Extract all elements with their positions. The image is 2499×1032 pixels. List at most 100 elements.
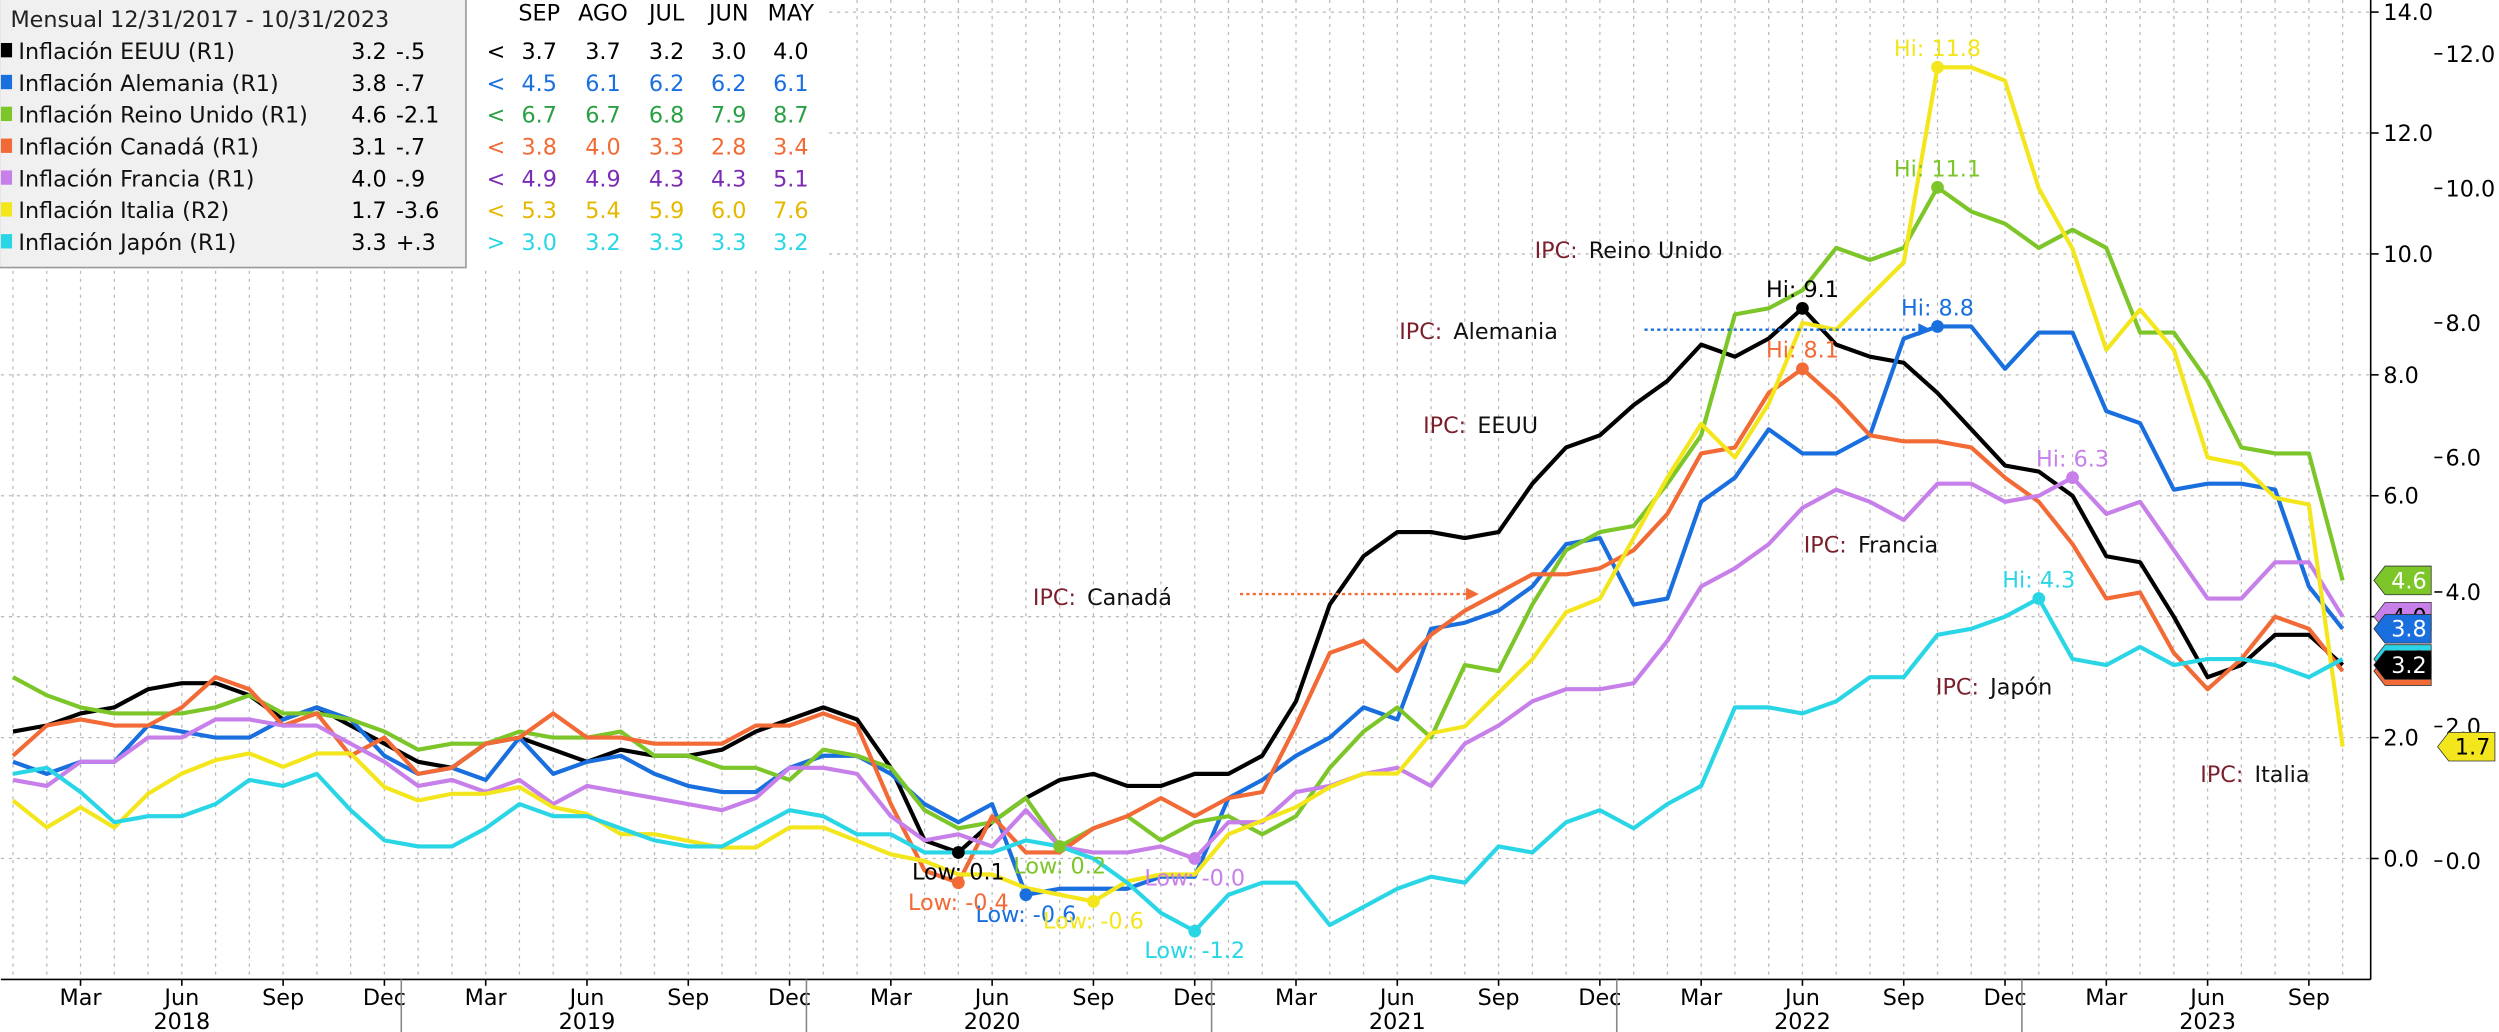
legend-swatch: [0, 106, 13, 122]
legend-recent: 3.3: [649, 230, 684, 256]
y2-tick-label: 8.0: [2446, 311, 2481, 337]
legend-recent: 3.4: [773, 134, 808, 160]
legend-name: Inflación Japón (R1): [18, 230, 236, 256]
legend-arrow: <: [487, 39, 506, 65]
legend-recent: 3.0: [711, 39, 746, 65]
legend-last: 3.1: [351, 134, 386, 160]
x-tick-label: Sep: [1478, 985, 1520, 1011]
annotation-text: Francia: [1858, 533, 1938, 559]
high-marker: [1931, 181, 1944, 194]
legend-recent: 6.1: [773, 71, 808, 97]
legend-column: AGO: [578, 1, 628, 27]
annotation-text: EEUU: [1477, 413, 1538, 439]
legend-last: 4.0: [351, 166, 386, 192]
high-marker: [2066, 471, 2079, 485]
high-label: Hi: 4.3: [2002, 567, 2075, 593]
x-tick-label: Sep: [667, 985, 709, 1011]
x-tick-label: Jun: [568, 985, 605, 1011]
x-tick-label: Mar: [60, 985, 103, 1011]
y2-tick-label: 10.0: [2446, 176, 2496, 202]
low-label: Low: -0.6: [976, 902, 1077, 928]
x-tick-label: Jun: [2188, 985, 2225, 1011]
y2-tick-label: 4.0: [2446, 580, 2481, 606]
high-label: Hi: 8.1: [1766, 338, 1839, 364]
x-year-label: 2020: [964, 1009, 1021, 1032]
end-tag: [2373, 565, 2432, 596]
annotation-prefix: IPC:: [1033, 585, 1076, 611]
legend-last: 3.3: [351, 230, 386, 256]
y2-tick-label: 6.0: [2446, 445, 2481, 471]
legend-arrow: <: [487, 166, 506, 192]
annotation-text: Japón: [1988, 674, 2052, 700]
annotation-prefix: IPC:: [1399, 319, 1442, 345]
legend-column: SEP: [518, 1, 560, 27]
end-tag-label: 3.2: [2391, 653, 2426, 679]
x-tick-label: Sep: [262, 985, 304, 1011]
x-tick-label: Mar: [1275, 985, 1318, 1011]
legend-change: -.9: [396, 166, 425, 192]
legend-name: Inflación Canadá (R1): [18, 134, 259, 160]
legend-recent: 6.1: [585, 71, 620, 97]
y2-tick-label: 12.0: [2446, 42, 2496, 68]
legend-swatch: [0, 74, 13, 90]
low-marker: [952, 876, 965, 890]
legend-last: 3.8: [351, 71, 386, 97]
x-year-label: 2019: [559, 1009, 616, 1032]
legend-recent: 3.7: [521, 39, 556, 65]
legend-table-bg: [467, 0, 826, 268]
legend-recent: 3.3: [711, 230, 746, 256]
legend-recent: 7.9: [711, 103, 746, 129]
arrow-head: [1918, 323, 1932, 337]
high-label: Hi: 9.1: [1766, 277, 1839, 303]
legend-change: -2.1: [396, 103, 439, 129]
series-line: [12, 324, 2345, 897]
legend-change: -.7: [396, 134, 425, 160]
high-marker: [1796, 301, 1809, 315]
legend-recent: 4.5: [521, 71, 556, 97]
legend-header: Mensual 12/31/2017 - 10/31/2023: [10, 7, 389, 33]
low-marker: [1188, 852, 1202, 865]
x-year-label: 2023: [2179, 1009, 2236, 1032]
series-line: [11, 366, 2345, 885]
x-tick-label: Jun: [973, 985, 1010, 1011]
legend-recent: 6.2: [649, 71, 684, 97]
annotation-text: Italia: [2255, 762, 2310, 788]
legend-recent: 8.7: [773, 103, 808, 129]
high-marker: [1931, 60, 1944, 74]
low-marker: [1188, 924, 1202, 938]
legend-last: 1.7: [351, 198, 386, 224]
legend-change: +.3: [396, 230, 436, 256]
high-marker: [1931, 320, 1944, 333]
low-marker: [952, 846, 965, 859]
legend-swatch: [0, 234, 13, 249]
series-line: [12, 475, 2345, 861]
end-tag: [2373, 650, 2432, 680]
legend-recent: 4.9: [585, 166, 620, 192]
x-year-label: 2022: [1774, 1009, 1831, 1032]
legend-recent: 4.9: [521, 166, 556, 192]
legend-recent: 3.7: [585, 39, 620, 65]
series-line: [12, 596, 2344, 934]
x-tick-label: Sep: [1072, 985, 1114, 1011]
x-year-label: 2021: [1369, 1009, 1426, 1032]
low-label: Low: -1.2: [1144, 938, 1245, 964]
annotation: IPC: Canadá: [1033, 585, 1172, 611]
y-tick-label: 8.0: [2383, 363, 2418, 389]
series-line: [11, 65, 2345, 904]
x-tick-label: Dec: [1983, 985, 2026, 1011]
low-marker: [1087, 895, 1100, 908]
annotation: IPC: Italia: [2200, 762, 2309, 788]
annotation-text: Reino Unido: [1589, 238, 1723, 264]
x-tick-label: Mar: [2085, 985, 2128, 1011]
legend-arrow: <: [487, 134, 506, 160]
x-tick-label: Dec: [1173, 985, 1216, 1011]
legend-name: Inflación Reino Unido (R1): [18, 103, 307, 129]
legend-recent: 4.0: [585, 134, 620, 160]
legend-change: -.7: [396, 71, 425, 97]
legend-last: 3.2: [351, 39, 386, 65]
legend-recent: 6.2: [711, 71, 746, 97]
low-marker: [1019, 888, 1033, 902]
annotation-prefix: IPC:: [1804, 533, 1847, 559]
